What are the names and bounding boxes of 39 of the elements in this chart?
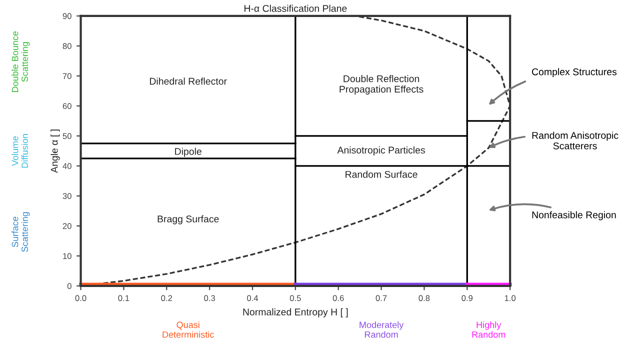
text: Quasi Deterministic: [162, 321, 214, 338]
text: Nonfeasible Region: [532, 211, 616, 220]
annotation: Anisotropic Particles: [337, 146, 425, 156]
x-tick-label: 0.9: [462, 295, 473, 302]
x-tick-label: 0.2: [161, 295, 172, 302]
x-tick-label: 0.7: [376, 295, 387, 302]
y-tick-label: 30: [62, 193, 72, 200]
x-axis-title: Normalized Entropy H [ ]: [243, 308, 348, 318]
annotation: Dihedral Reflector: [150, 78, 227, 85]
y-tick-label: 20: [62, 223, 72, 230]
y-tick-label: 60: [62, 103, 72, 110]
y-tick-label: 70: [62, 73, 72, 80]
y-axis-title: Angle α [ ]: [50, 130, 60, 173]
text: Complex Structures: [532, 68, 617, 78]
text: Volume Diffusion: [12, 134, 28, 168]
annotation: Dipole: [175, 148, 202, 157]
x-tick-label: 0.0: [75, 295, 86, 302]
y-tick-label: 10: [63, 253, 72, 260]
y-tick-label: 90: [62, 13, 72, 20]
x-tick-label: 0.8: [418, 295, 430, 302]
y-tick-label: 0: [67, 283, 72, 290]
text: Moderately Random: [360, 321, 404, 338]
annotation: Bragg Surface: [158, 215, 219, 224]
annotation: Random Anisotropic Scatterers: [532, 132, 618, 150]
text: Surface Scattering: [12, 212, 30, 252]
x-tick-label: 0.5: [290, 295, 301, 302]
x-tick-label: 0.4: [247, 295, 258, 302]
y-tick-label: 80: [62, 43, 72, 50]
y-tick-label: 50: [62, 133, 72, 140]
x-tick-label: 0.3: [204, 295, 215, 302]
x-tick-label: 0.6: [332, 295, 344, 302]
y-tick-label: 40: [62, 163, 72, 170]
x-tick-label: 1.0: [504, 295, 516, 302]
annotation: Random Surface: [346, 170, 418, 178]
text: Double Bounce Scattering: [12, 31, 30, 92]
chart-title: H-α Classification Plane: [244, 4, 347, 12]
text: Highly Random: [472, 321, 506, 338]
annotation: Double Reflection Propagation Effects: [340, 75, 424, 95]
x-tick-label: 0.1: [118, 295, 130, 302]
